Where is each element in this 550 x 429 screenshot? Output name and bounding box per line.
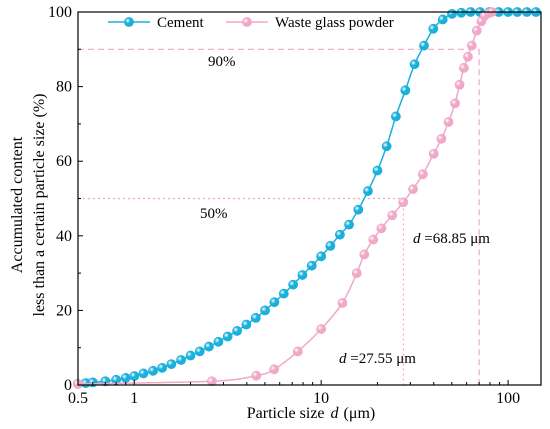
x-axis-title: Particle size d (μm): [247, 405, 375, 422]
x-tick-label: 100: [496, 390, 520, 407]
data-point-cement: [409, 59, 420, 70]
data-point-cement: [204, 341, 214, 352]
y-tick-label: 20: [56, 302, 72, 319]
x-axis-title-prefix: Particle size: [247, 405, 325, 422]
data-point-waste-glass: [292, 346, 303, 357]
reference-lines: [78, 48, 480, 385]
data-point-cement: [250, 312, 261, 323]
legend-item-cement: Cement: [108, 15, 204, 31]
data-point-waste-glass: [251, 370, 262, 381]
legend-item-waste-glass: Waste glass powder: [226, 15, 394, 31]
data-point-cement: [222, 331, 233, 342]
legend-label-waste-glass: Waste glass powder: [275, 15, 394, 31]
data-point-cement: [120, 373, 131, 383]
data-point-cement: [129, 371, 140, 381]
annotation-90-percent: 90%: [208, 54, 236, 70]
data-point-cement: [232, 326, 243, 336]
legend-swatch-cement-marker: [124, 17, 134, 27]
legend: Cement Waste glass powder: [108, 15, 394, 31]
data-point-cement: [390, 111, 401, 122]
data-point-cement: [157, 362, 168, 373]
legend-label-cement: Cement: [157, 15, 204, 31]
data-point-cement: [176, 355, 186, 365]
data-point-waste-glass: [359, 249, 370, 260]
data-point-cement: [456, 7, 467, 18]
data-point-waste-glass: [337, 298, 348, 308]
data-point-cement: [288, 279, 299, 290]
data-point-cement: [148, 365, 158, 376]
data-point-cement: [372, 165, 383, 176]
data-point-cement: [335, 229, 345, 240]
data-point-waste-glass: [408, 184, 418, 195]
data-point-cement: [213, 336, 224, 347]
data-point-cement: [447, 8, 457, 19]
data-point-waste-glass: [368, 234, 379, 245]
data-point-waste-glass: [454, 79, 465, 90]
x-axis-title-unit: (μm): [344, 405, 376, 422]
data-point-waste-glass: [417, 169, 428, 180]
data-point-cement: [353, 204, 364, 215]
annotation-50-percent: 50%: [200, 206, 228, 222]
data-point-waste-glass: [316, 324, 327, 334]
y-axis-title-line2: less than a certain particle size (%): [31, 94, 48, 317]
data-point-waste-glass: [463, 51, 473, 62]
y-tick-label: 0: [64, 377, 72, 394]
data-point-cement: [400, 85, 411, 96]
data-point-cement: [241, 319, 252, 330]
data-point-cement: [428, 23, 439, 34]
data-point-cement: [138, 368, 149, 379]
data-point-cement: [278, 288, 289, 299]
y-axis-title: Accumulated content less than a certain …: [9, 94, 48, 317]
data-point-cement: [363, 186, 373, 196]
data-point-waste-glass: [471, 25, 482, 36]
data-point-waste-glass: [443, 117, 454, 127]
data-point-waste-glass: [398, 197, 409, 208]
data-point-cement: [260, 305, 270, 316]
data-point-cement: [194, 346, 205, 357]
data-point-cement: [166, 359, 177, 370]
data-point-cement: [419, 40, 429, 51]
y-tick-label: 100: [48, 4, 72, 21]
axis-ticks: 0 20 40 60 80 100 0.5 1 10 100: [48, 4, 520, 407]
x-tick-label: 10: [313, 390, 329, 407]
y-tick-label: 80: [56, 79, 72, 96]
x-tick-label: 1: [130, 390, 138, 407]
x-axis-title-var: d: [331, 405, 340, 422]
data-point-cement: [297, 270, 308, 280]
data-point-waste-glass: [450, 98, 460, 109]
y-axis-title-line1: Accumulated content: [9, 136, 26, 273]
data-point-cement: [316, 251, 327, 262]
data-point-waste-glass: [387, 210, 398, 221]
y-tick-label: 60: [56, 153, 72, 170]
data-point-waste-glass: [458, 63, 469, 73]
data-point-cement: [325, 240, 336, 251]
annotation-d-glass: d =27.55 μm: [339, 351, 416, 367]
data-point-cement: [185, 350, 196, 361]
data-point-waste-glass: [376, 223, 387, 234]
data-point-cement: [306, 260, 317, 271]
data-point-waste-glass: [466, 40, 477, 51]
y-tick-label: 40: [56, 228, 72, 245]
data-point-waste-glass: [206, 376, 217, 387]
data-point-cement: [437, 14, 448, 25]
data-point-cement: [269, 297, 280, 308]
data-point-waste-glass: [436, 133, 447, 144]
data-point-cement: [381, 141, 392, 152]
series-layer: [73, 7, 541, 389]
x-tick-label: 0.5: [68, 390, 88, 407]
data-point-waste-glass: [351, 268, 362, 278]
data-point-cement: [344, 219, 354, 230]
data-point-waste-glass: [269, 364, 280, 375]
annotation-d-cement: d =68.85 μm: [413, 231, 490, 247]
data-point-waste-glass: [428, 148, 439, 159]
legend-swatch-glass-marker: [242, 17, 252, 27]
